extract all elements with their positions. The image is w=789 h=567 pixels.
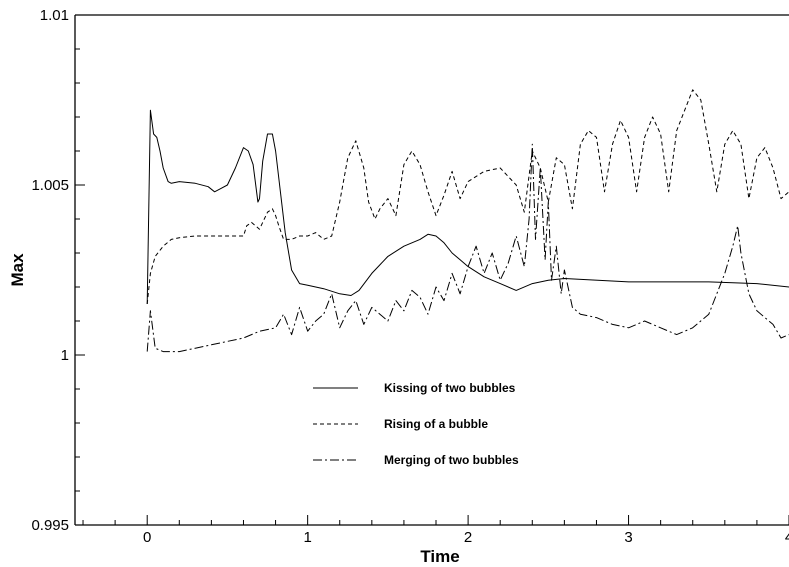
y-tick-label: 1: [61, 347, 69, 364]
series-line-3: [146, 143, 789, 353]
y-axis-title: Max: [8, 253, 27, 287]
y-tick-label: 0.995: [31, 517, 69, 534]
x-axis-title: Time: [420, 547, 459, 566]
legend-label-2: Rising of a bubble: [384, 417, 488, 431]
x-tick-label: 1: [303, 529, 311, 546]
x-tick-label: 0: [143, 529, 151, 546]
x-tick-label: 2: [464, 529, 472, 546]
legend-label-1: Kissing of two bubbles: [384, 381, 516, 395]
x-tick-label: 3: [624, 529, 632, 546]
plot-frame: [74, 14, 789, 526]
y-tick-label: 1.005: [31, 177, 69, 194]
y-tick-label: 1.01: [40, 7, 69, 24]
series-line-1: [146, 109, 789, 305]
legend-label-3: Merging of two bubbles: [384, 453, 519, 467]
tick-labels: 0 1 2 3 4 0.995 1 1.005 1.01: [31, 7, 789, 546]
series-line-2: [146, 89, 789, 305]
axis-ticks: [75, 14, 789, 526]
x-tick-label: 4: [785, 529, 789, 546]
series-lines: [146, 89, 789, 353]
legend: Kissing of two bubbles Rising of a bubble…: [313, 381, 519, 467]
